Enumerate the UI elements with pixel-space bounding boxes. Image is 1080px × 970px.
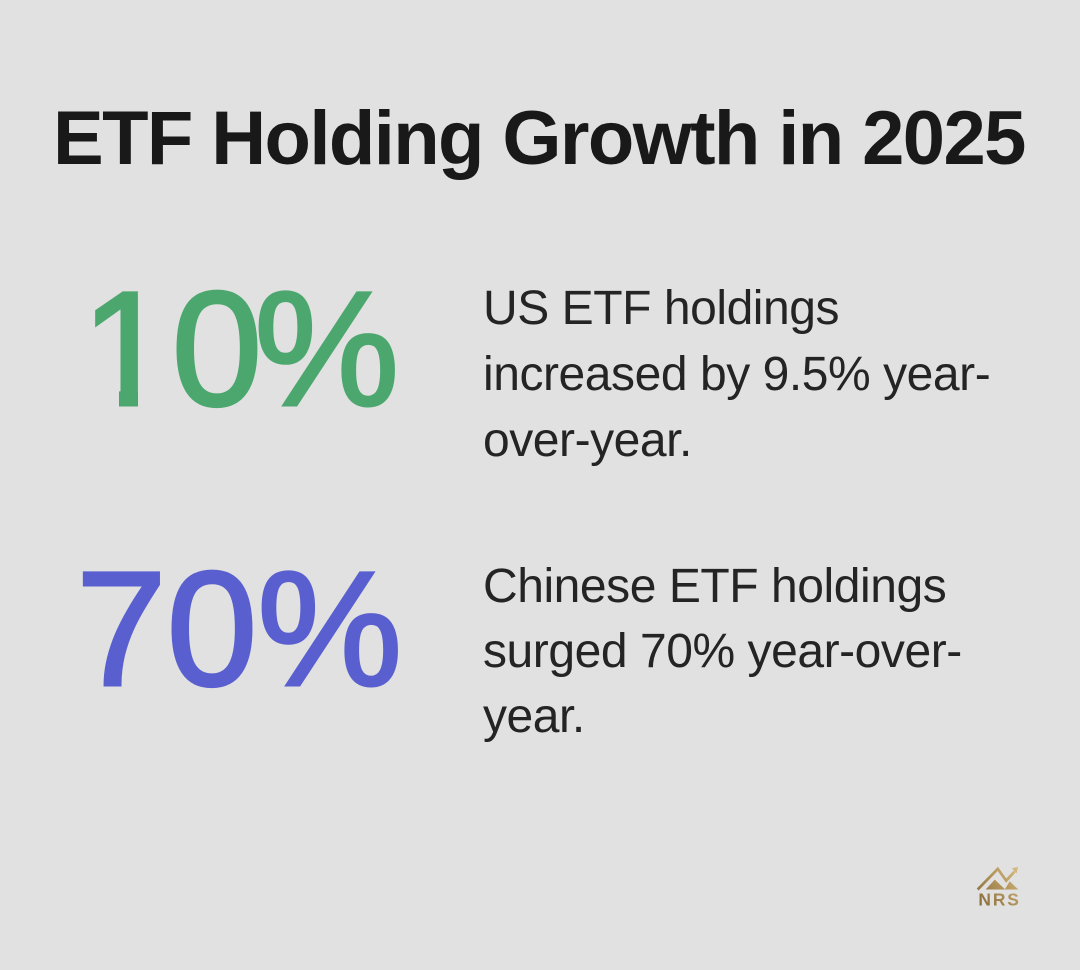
svg-text:NRS: NRS: [978, 890, 1020, 909]
